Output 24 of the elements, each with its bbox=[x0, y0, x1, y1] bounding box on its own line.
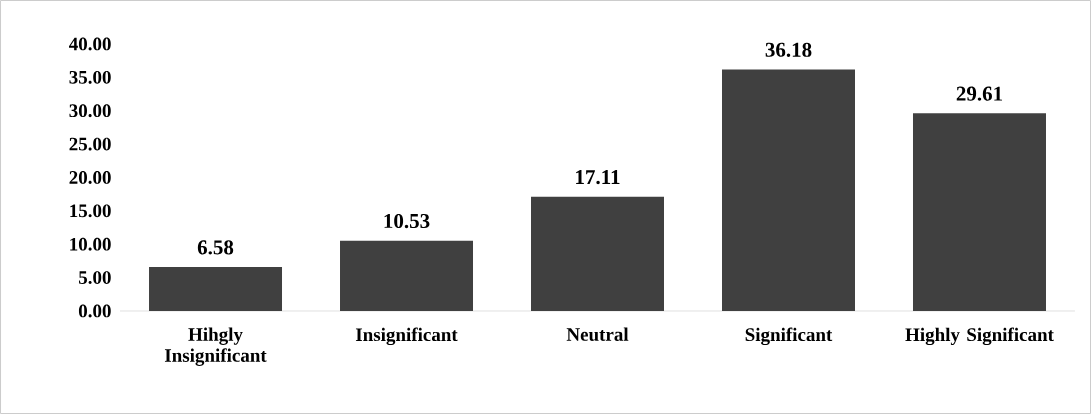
y-tick-label: 30.00 bbox=[69, 104, 111, 118]
data-label: 29.61 bbox=[956, 86, 1003, 101]
x-tick-label: Hihgly Insignificant bbox=[164, 327, 267, 366]
y-tick-label: 35.00 bbox=[69, 70, 111, 84]
bar bbox=[531, 196, 664, 311]
bar bbox=[913, 113, 1046, 311]
y-tick-label: 10.00 bbox=[70, 237, 111, 251]
x-tick-label: Neutral bbox=[566, 327, 629, 341]
data-label: 10.53 bbox=[384, 213, 430, 229]
bar bbox=[149, 267, 283, 311]
x-tick-label: Significant bbox=[745, 327, 833, 346]
data-label: 17.11 bbox=[576, 170, 620, 185]
bar bbox=[722, 69, 855, 311]
y-tick-label: 40.00 bbox=[69, 37, 111, 51]
x-tick-label: Highly Significant bbox=[905, 327, 1054, 346]
data-label: 6.58 bbox=[197, 240, 234, 255]
y-tick-label: 15.00 bbox=[70, 204, 111, 218]
y-tick-label: 5.00 bbox=[78, 271, 111, 285]
bar bbox=[340, 240, 474, 311]
x-tick-label: Insignificant bbox=[355, 327, 458, 346]
y-tick-label: 25.00 bbox=[69, 137, 111, 151]
y-tick-label: 20.00 bbox=[69, 171, 111, 184]
data-label: 36.18 bbox=[765, 42, 812, 57]
y-tick-label: 0.00 bbox=[78, 304, 111, 318]
